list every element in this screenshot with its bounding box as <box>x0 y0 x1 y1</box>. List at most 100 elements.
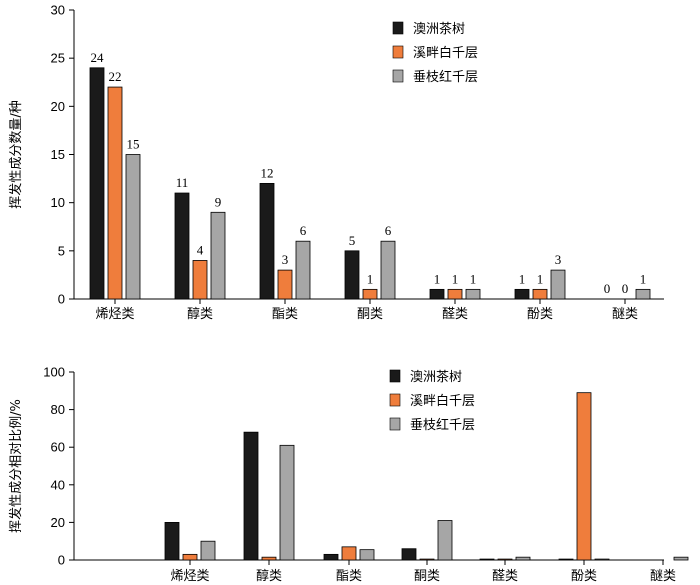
chart1-y-tick-label: 30 <box>51 3 65 18</box>
chart1-legend-label: 溪畔白千层 <box>413 45 478 61</box>
chart2-bar <box>515 556 531 561</box>
chart1-bar <box>380 240 396 300</box>
chart1-bar <box>429 288 445 300</box>
chart1-y-tick-label: 0 <box>58 292 65 307</box>
chart2-bar <box>200 540 216 561</box>
chart1-bar <box>295 240 311 300</box>
chart2-bar <box>419 558 435 561</box>
chart2-bar <box>243 431 259 561</box>
chart1-y-tick-label: 20 <box>51 99 65 114</box>
chart1-legend-label: 垂枝红千层 <box>413 69 478 85</box>
chart1-bar <box>362 288 378 300</box>
chart2-bar <box>164 522 180 561</box>
chart1-data-label: 1 <box>367 271 374 286</box>
chart2-legend-label: 垂枝红千层 <box>410 417 475 433</box>
chart1-data-label: 1 <box>640 271 647 286</box>
chart1-bar <box>192 260 208 300</box>
chart1-data-label: 15 <box>127 137 140 152</box>
chart1-y-tick-label: 25 <box>51 51 65 66</box>
chart2-legend-swatch <box>389 393 401 407</box>
chart1-y-tick-label: 10 <box>51 195 65 210</box>
chart1-data-label: 9 <box>215 194 222 209</box>
chart2-category-label: 烯烃类 <box>170 569 209 584</box>
chart1-bar <box>532 288 548 300</box>
chart1-data-label: 1 <box>519 271 526 286</box>
chart1-legend-label: 澳洲茶树 <box>413 21 465 37</box>
chart1-data-label: 24 <box>91 50 105 65</box>
chart1-data-label: 3 <box>282 252 289 267</box>
chart1-bar <box>465 288 481 300</box>
chart2-category-label: 酯类 <box>336 569 362 584</box>
chart1-data-label: 1 <box>537 271 544 286</box>
chart2-bar <box>558 558 574 561</box>
chart2-y-axis-title: 挥发性成分相对比例/% <box>8 399 24 533</box>
chart1-data-label: 1 <box>470 271 477 286</box>
chart2-bar <box>673 556 689 561</box>
chart1-bar <box>89 67 105 300</box>
chart2-bar <box>594 558 610 561</box>
chart1-category-label: 醇类 <box>187 306 213 322</box>
chart1-y-tick-label: 15 <box>51 147 65 162</box>
chart2-legend-swatch <box>389 369 401 383</box>
chart1-data-label: 6 <box>385 223 392 238</box>
chart1-category-label: 酚类 <box>527 307 553 322</box>
chart1-data-label: 22 <box>109 69 122 84</box>
chart2-legend-label: 溪畔白千层 <box>410 393 475 409</box>
chart2-bar <box>279 444 295 561</box>
chart1-bar <box>174 192 190 300</box>
chart1-data-label: 0 <box>604 281 611 296</box>
chart2-category-label: 酮类 <box>414 569 440 584</box>
chart2-y-tick-label: 100 <box>43 365 65 380</box>
chart2-bar <box>261 556 277 561</box>
chart2-legend-label: 澳洲茶树 <box>410 369 462 385</box>
chart2-category-label: 醛类 <box>492 568 518 584</box>
chart2-bar <box>323 553 339 561</box>
chart2-y-tick-label: 80 <box>51 402 65 417</box>
chart1-bar <box>277 269 293 300</box>
chart1-legend-swatch <box>392 45 404 59</box>
chart1-bar <box>635 288 651 300</box>
chart2-y-tick-label: 60 <box>51 440 65 455</box>
chart2-bar <box>437 520 453 561</box>
chart1-bar <box>514 288 530 300</box>
chart2-bar <box>182 553 198 561</box>
chart1-data-label: 5 <box>349 233 356 248</box>
chart1-data-label: 6 <box>300 223 307 238</box>
chart2-category-label: 醚类 <box>650 569 676 584</box>
chart1-data-label: 1 <box>434 271 441 286</box>
chart1-bar <box>210 211 226 300</box>
chart1-category-label: 酯类 <box>272 307 298 322</box>
chart1-legend-swatch <box>392 21 404 35</box>
chart1-data-label: 0 <box>622 281 629 296</box>
chart1-legend-swatch <box>392 69 404 83</box>
chart2-legend-swatch <box>389 417 401 431</box>
chart1-category-label: 烯烃类 <box>95 307 134 322</box>
chart1-category-label: 醛类 <box>442 306 468 322</box>
chart1-y-tick-label: 5 <box>58 243 65 258</box>
chart2-bar <box>341 546 357 561</box>
chart1-data-label: 4 <box>197 242 204 257</box>
chart1-category-label: 酮类 <box>357 307 383 322</box>
chart1-data-label: 12 <box>261 165 274 180</box>
chart2-bar <box>401 548 417 561</box>
chart2-category-label: 酚类 <box>571 569 597 584</box>
chart1-bar <box>550 269 566 300</box>
chart1-bar <box>107 86 123 300</box>
chart1-bar <box>125 154 141 300</box>
chart1-y-axis-title: 挥发性成分数量/种 <box>8 100 24 208</box>
chart1-bar <box>447 288 463 300</box>
chart2-bar <box>576 392 592 561</box>
chart1-data-label: 11 <box>176 175 189 190</box>
chart1-bar <box>344 250 360 300</box>
chart1-category-label: 醚类 <box>612 307 638 322</box>
chart1-bar <box>259 182 275 300</box>
chart1-data-label: 1 <box>452 271 459 286</box>
chart1-data-label: 3 <box>555 252 562 267</box>
chart2-category-label: 醇类 <box>256 568 282 584</box>
chart2-y-tick-label: 40 <box>51 477 65 492</box>
chart2-bar <box>359 549 375 561</box>
chart2-y-tick-label: 20 <box>51 515 65 530</box>
chart2-bar <box>479 558 495 561</box>
